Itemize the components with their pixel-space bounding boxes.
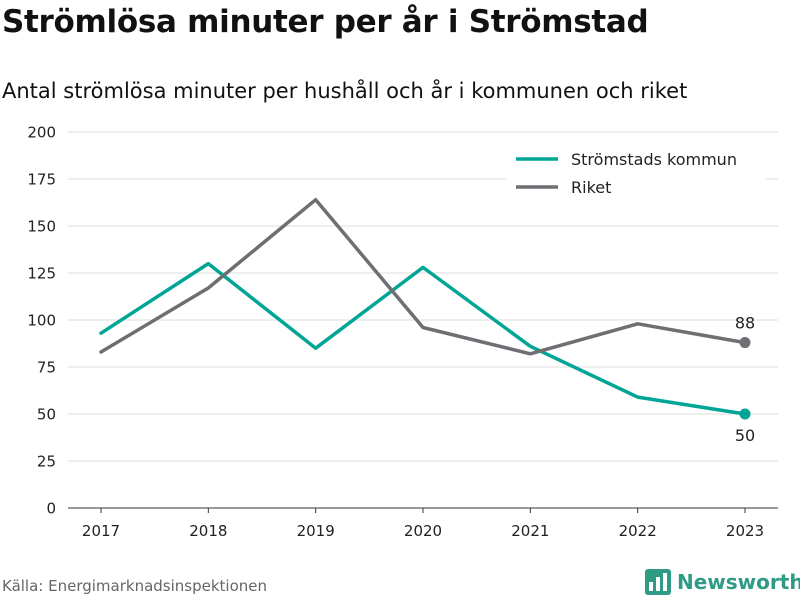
- y-tick-label-175: 175: [27, 171, 56, 189]
- y-tick-label-150: 150: [27, 218, 56, 236]
- end-point-stromstad: [739, 408, 751, 420]
- x-tick-label-2021: 2021: [511, 522, 549, 540]
- y-tick-label-50: 50: [37, 406, 56, 424]
- y-tick-label-75: 75: [37, 359, 56, 377]
- y-tick-label-100: 100: [27, 312, 56, 330]
- chart-title: Strömlösa minuter per år i Strömstad: [2, 4, 649, 40]
- series-line-riket: [99, 197, 747, 356]
- x-tick-label-2022: 2022: [619, 522, 657, 540]
- y-tick-label-0: 0: [46, 500, 56, 518]
- data-label-riket: 88: [735, 314, 755, 333]
- legend-label-stromstad: Strömstads kommun: [571, 150, 737, 169]
- chart-subtitle: Antal strömlösa minuter per hushåll och …: [2, 79, 688, 103]
- source-note: Källa: Energimarknadsinspektionen: [2, 577, 268, 595]
- brand-name: Newsworthy: [677, 570, 800, 594]
- x-tick-label-2018: 2018: [189, 522, 227, 540]
- y-tick-label-200: 200: [27, 124, 56, 142]
- y-tick-label-125: 125: [27, 265, 56, 283]
- x-tick-label-2020: 2020: [404, 522, 442, 540]
- x-tick-label-2023: 2023: [726, 522, 764, 540]
- y-tick-label-25: 25: [37, 453, 56, 471]
- bar-chart-logo-icon: [645, 569, 671, 595]
- data-label-stromstad: 50: [735, 426, 755, 445]
- brand-logo[interactable]: Newsworthy: [645, 569, 800, 595]
- legend-background: [506, 143, 766, 203]
- x-tick-label-2019: 2019: [297, 522, 335, 540]
- legend-label-riket: Riket: [571, 178, 611, 197]
- end-point-riket: [739, 337, 751, 349]
- x-tick-label-2017: 2017: [82, 522, 120, 540]
- series-line-stromstad: [99, 261, 747, 416]
